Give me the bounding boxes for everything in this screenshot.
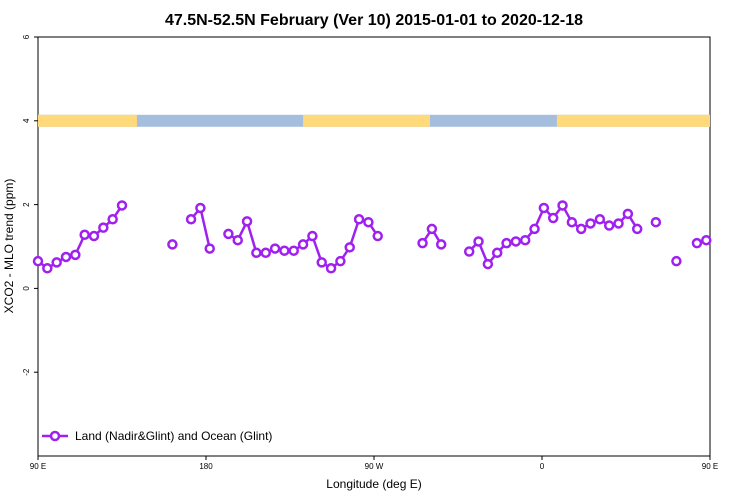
data-point	[519, 234, 531, 246]
data-point	[32, 255, 44, 267]
x-tick-label: 90 E	[702, 462, 718, 471]
x-axis-label: Longitude (deg E)	[326, 477, 421, 491]
data-point	[594, 214, 606, 225]
land-band	[303, 114, 430, 127]
data-point	[70, 249, 81, 261]
data-point	[116, 200, 128, 211]
data-point	[631, 223, 643, 235]
data-point	[547, 212, 559, 224]
data-point	[316, 257, 327, 268]
data-point	[241, 216, 253, 227]
y-axis-label: XCO2 - MLO trend (ppm)	[2, 179, 16, 314]
x-tick-label: 180	[199, 462, 213, 471]
land-band	[556, 114, 710, 127]
data-point	[417, 237, 428, 249]
data-point	[566, 216, 578, 228]
data-point	[335, 255, 346, 267]
data-point	[42, 263, 53, 274]
x-tick-label: 90 E	[30, 462, 46, 471]
y-tick-label: 6	[22, 34, 31, 39]
y-tick-label: 0	[22, 286, 31, 291]
legend: Land (Nadir&Glint) and Ocean (Glint)	[42, 429, 272, 443]
data-point	[353, 214, 365, 225]
data-point	[473, 236, 484, 247]
data-point	[223, 228, 234, 240]
data-point	[435, 239, 447, 250]
data-point	[269, 243, 281, 254]
data-point	[232, 234, 243, 246]
data-point	[279, 245, 290, 256]
data-point	[501, 237, 512, 249]
data-point	[575, 223, 587, 235]
y-tick-label: -2	[22, 368, 31, 376]
data-point	[344, 242, 355, 253]
data-point	[88, 230, 100, 242]
data-point	[585, 218, 596, 229]
legend-label: Land (Nadir&Glint) and Ocean (Glint)	[75, 429, 272, 443]
data-point	[195, 202, 206, 214]
data-point	[426, 223, 438, 235]
series-line	[37, 204, 124, 270]
land-ocean-strip	[38, 114, 710, 127]
data-point	[107, 214, 118, 225]
land-band	[38, 114, 137, 127]
data-point	[529, 223, 540, 235]
data-point	[288, 245, 299, 256]
data-point	[51, 257, 62, 268]
data-point	[372, 230, 383, 242]
data-point	[325, 263, 337, 274]
data-point	[701, 234, 712, 246]
data-point	[603, 220, 615, 231]
y-axis: -2 0 2 4 6	[22, 34, 38, 376]
data-point	[482, 258, 494, 270]
data-point	[538, 202, 550, 214]
data-point	[557, 200, 568, 211]
data-point	[251, 247, 262, 259]
x-axis: 90 E 180 90 W 0 90 E	[30, 456, 718, 471]
data-point	[60, 251, 72, 263]
data-point	[79, 229, 90, 241]
series-line	[190, 206, 211, 249]
data-point	[463, 246, 475, 257]
series-layer	[32, 200, 712, 274]
data-point	[297, 239, 309, 250]
data-point	[185, 214, 197, 225]
data-point	[491, 247, 503, 259]
data-point	[98, 222, 109, 233]
data-point	[260, 247, 271, 259]
data-point	[307, 230, 318, 242]
data-point	[510, 236, 522, 247]
legend-marker	[49, 430, 61, 442]
data-point	[167, 239, 178, 250]
x-tick-label: 90 W	[365, 462, 384, 471]
data-point	[691, 237, 703, 249]
data-point	[622, 208, 634, 220]
data-point	[650, 216, 662, 228]
y-tick-label: 4	[22, 118, 31, 123]
plot-frame	[37, 36, 711, 457]
data-point	[613, 218, 624, 229]
data-point	[363, 216, 374, 228]
data-point	[204, 243, 215, 254]
x-tick-label: 0	[540, 462, 545, 471]
chart-title: 47.5N-52.5N February (Ver 10) 2015-01-01…	[165, 12, 583, 29]
y-tick-label: 2	[22, 202, 31, 207]
data-point	[671, 255, 682, 267]
